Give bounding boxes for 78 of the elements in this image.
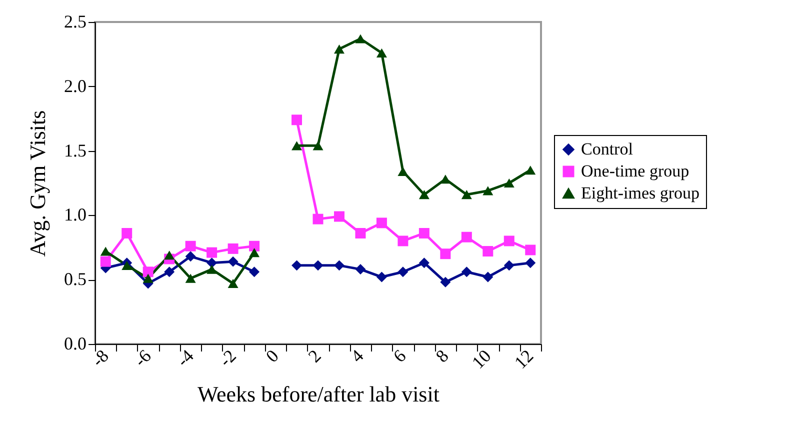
point (461, 232, 472, 242)
legend-label: Eight-imes group (581, 184, 700, 202)
point (504, 236, 514, 246)
y-tick-label: 1.5 (64, 140, 86, 160)
x-tick-label: -4 (172, 346, 198, 370)
point (334, 211, 344, 222)
legend-label: Control (581, 140, 634, 158)
point (249, 266, 260, 278)
x-tick-label: -8 (88, 346, 112, 370)
point (482, 186, 494, 196)
point (440, 276, 451, 288)
point (355, 34, 366, 44)
y-tick-label: 0.5 (64, 269, 86, 290)
point (355, 264, 366, 275)
point (206, 258, 218, 268)
x-tick-label: 2 (304, 346, 325, 366)
x-tick-label: -6 (130, 346, 155, 370)
point (100, 246, 111, 256)
point (185, 251, 196, 262)
point (440, 174, 451, 184)
point (525, 166, 536, 175)
point (461, 190, 472, 200)
point (440, 248, 451, 260)
point (376, 272, 387, 282)
point (249, 248, 260, 258)
point (504, 260, 514, 271)
x-tick-label: 0 (262, 346, 282, 366)
point (334, 260, 344, 271)
x-axis-title: Weeks before/after lab visit (198, 382, 440, 407)
point (525, 258, 536, 268)
x-tick-label: -2 (215, 346, 240, 370)
y-tick-label: 2.5 (64, 12, 86, 32)
x-tick-label: 6 (389, 346, 410, 366)
point (100, 256, 111, 267)
point (398, 236, 408, 246)
point (398, 166, 408, 176)
point (482, 272, 494, 282)
point (355, 228, 366, 238)
point (292, 260, 302, 271)
x-tick-label: 12 (510, 346, 538, 373)
point (504, 178, 514, 188)
x-tick-label: 10 (468, 346, 495, 373)
point (206, 247, 218, 258)
point (122, 260, 132, 270)
legend-label: One-time group (581, 162, 690, 180)
point (376, 48, 387, 58)
point (142, 274, 154, 283)
point (418, 228, 430, 238)
point (482, 246, 494, 257)
x-tick-label: 8 (432, 346, 452, 366)
point (525, 244, 536, 256)
y-tick-label: 2.0 (64, 76, 86, 96)
point (185, 274, 196, 283)
point (164, 250, 175, 260)
point (164, 266, 175, 278)
point (461, 266, 472, 278)
point (398, 266, 408, 278)
point (376, 218, 387, 228)
point (312, 260, 324, 271)
point (185, 240, 196, 252)
point (249, 240, 260, 252)
point (122, 228, 132, 238)
point (142, 266, 154, 278)
point (418, 190, 430, 200)
point (292, 141, 302, 150)
point (312, 141, 324, 150)
y-tick-label: 1.0 (64, 204, 86, 225)
point (418, 258, 430, 268)
point (228, 278, 238, 288)
x-tick-label: 4 (346, 346, 368, 366)
point (334, 44, 344, 54)
y-axis-title: Avg. Gym Visits (25, 110, 50, 257)
point (228, 256, 238, 267)
y-tick-label: 0.0 (64, 334, 86, 354)
point (292, 114, 302, 126)
point (228, 243, 238, 254)
point (206, 264, 218, 274)
point (312, 214, 324, 224)
